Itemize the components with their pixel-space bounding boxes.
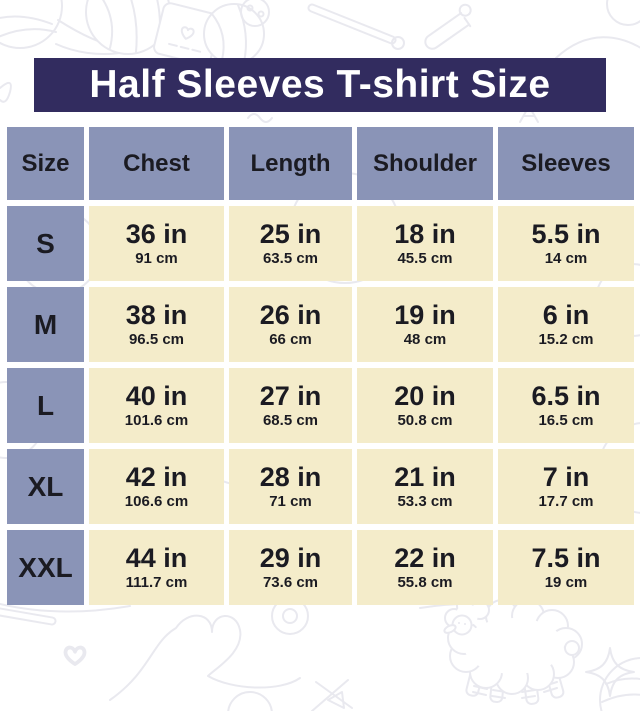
inches-value: 29 in — [259, 542, 322, 573]
title-banner: Half Sleeves T-shirt Size — [34, 58, 606, 112]
cell-xxl-length: 29 in 73.6 cm — [229, 530, 352, 605]
row-label-m: M — [7, 287, 84, 362]
cm-value: 17.7 cm — [538, 493, 594, 511]
column-header-size: Size — [7, 127, 84, 200]
cell-l-length: 27 in 68.5 cm — [229, 368, 352, 443]
cell-m-sleeves: 6 in 15.2 cm — [498, 287, 634, 362]
column-header-sleeves: Sleeves — [498, 127, 634, 200]
inches-value: 21 in — [394, 461, 456, 492]
cell-xxl-chest: 44 in 111.7 cm — [89, 530, 224, 605]
cell-l-chest: 40 in 101.6 cm — [89, 368, 224, 443]
cell-l-sleeves: 6.5 in 16.5 cm — [498, 368, 634, 443]
yarn-ball-icon — [555, 0, 640, 59]
inches-value: 28 in — [259, 461, 322, 492]
yarn-oval-icon — [227, 691, 273, 711]
heart-icon — [63, 645, 87, 666]
cm-value: 96.5 cm — [128, 331, 185, 349]
inches-value: 42 in — [125, 461, 188, 492]
cell-xl-chest: 42 in 106.6 cm — [89, 449, 224, 524]
cm-value: 101.6 cm — [124, 412, 189, 430]
sheep-icon — [443, 596, 583, 705]
inches-value: 44 in — [125, 542, 188, 573]
cm-value: 50.8 cm — [397, 412, 453, 430]
cell-s-chest: 36 in 91 cm — [89, 206, 224, 281]
yarn-squiggle-icon — [0, 81, 12, 103]
cm-value: 91 cm — [135, 250, 178, 268]
cm-value: 66 cm — [269, 331, 312, 349]
cell-m-chest: 38 in 96.5 cm — [89, 287, 224, 362]
inches-value: 7 in — [542, 461, 590, 492]
cm-value: 48 cm — [403, 331, 447, 349]
cell-l-shoulder: 20 in 50.8 cm — [357, 368, 493, 443]
cell-s-length: 25 in 63.5 cm — [229, 206, 352, 281]
inches-value: 40 in — [125, 380, 188, 411]
inches-value: 26 in — [259, 299, 322, 330]
inches-value: 22 in — [394, 542, 456, 573]
inches-value: 6 in — [542, 299, 590, 330]
cm-value: 73.6 cm — [262, 574, 319, 592]
inches-value: 18 in — [394, 218, 456, 249]
yarn-string-heart-icon — [109, 614, 301, 701]
cm-value: 106.6 cm — [124, 493, 189, 511]
inches-value: 5.5 in — [531, 218, 601, 249]
cell-xxl-shoulder: 22 in 55.8 cm — [357, 530, 493, 605]
yarn-skein-icon — [85, 0, 265, 89]
inches-value: 6.5 in — [531, 380, 601, 411]
cell-s-sleeves: 5.5 in 14 cm — [498, 206, 634, 281]
cm-value: 16.5 cm — [538, 412, 594, 430]
knitting-needle-icon — [307, 3, 405, 50]
row-label-xl: XL — [7, 449, 84, 524]
row-label-xxl: XXL — [7, 530, 84, 605]
knitting-needle-icon — [0, 607, 57, 626]
cm-value: 71 cm — [269, 493, 312, 511]
page-title: Half Sleeves T-shirt Size — [89, 63, 551, 106]
cm-value: 14 cm — [544, 250, 588, 268]
inches-value: 19 in — [394, 299, 456, 330]
inches-value: 38 in — [125, 299, 188, 330]
cell-xl-length: 28 in 71 cm — [229, 449, 352, 524]
cm-value: 63.5 cm — [262, 250, 319, 268]
cm-value: 68.5 cm — [262, 412, 319, 430]
column-header-shoulder: Shoulder — [357, 127, 493, 200]
cell-xxl-sleeves: 7.5 in 19 cm — [498, 530, 634, 605]
cm-value: 19 cm — [544, 574, 588, 592]
crochet-hooks-icon — [311, 679, 353, 711]
sparkle-icon — [585, 647, 635, 697]
cm-value: 15.2 cm — [538, 331, 594, 349]
row-label-l: L — [7, 368, 84, 443]
cell-m-shoulder: 19 in 48 cm — [357, 287, 493, 362]
column-header-length: Length — [229, 127, 352, 200]
inches-value: 7.5 in — [531, 542, 601, 573]
cm-value: 53.3 cm — [397, 493, 453, 511]
cell-xl-shoulder: 21 in 53.3 cm — [357, 449, 493, 524]
stitch-doodle-icon — [247, 113, 273, 123]
cm-value: 55.8 cm — [397, 574, 453, 592]
cm-value: 45.5 cm — [397, 250, 453, 268]
cell-m-length: 26 in 66 cm — [229, 287, 352, 362]
inches-value: 25 in — [259, 218, 322, 249]
size-table: Size Chest Length Shoulder Sleeves S 36 … — [7, 127, 634, 605]
cm-value: 111.7 cm — [125, 574, 188, 592]
inches-value: 27 in — [259, 380, 322, 411]
inches-value: 36 in — [125, 218, 188, 249]
cell-xl-sleeves: 7 in 17.7 cm — [498, 449, 634, 524]
column-header-chest: Chest — [89, 127, 224, 200]
safety-pin-icon — [424, 3, 472, 50]
yarn-ball-icon — [599, 657, 640, 711]
button-icon — [240, 0, 270, 27]
row-label-s: S — [7, 206, 84, 281]
inches-value: 20 in — [394, 380, 456, 411]
cell-s-shoulder: 18 in 45.5 cm — [357, 206, 493, 281]
